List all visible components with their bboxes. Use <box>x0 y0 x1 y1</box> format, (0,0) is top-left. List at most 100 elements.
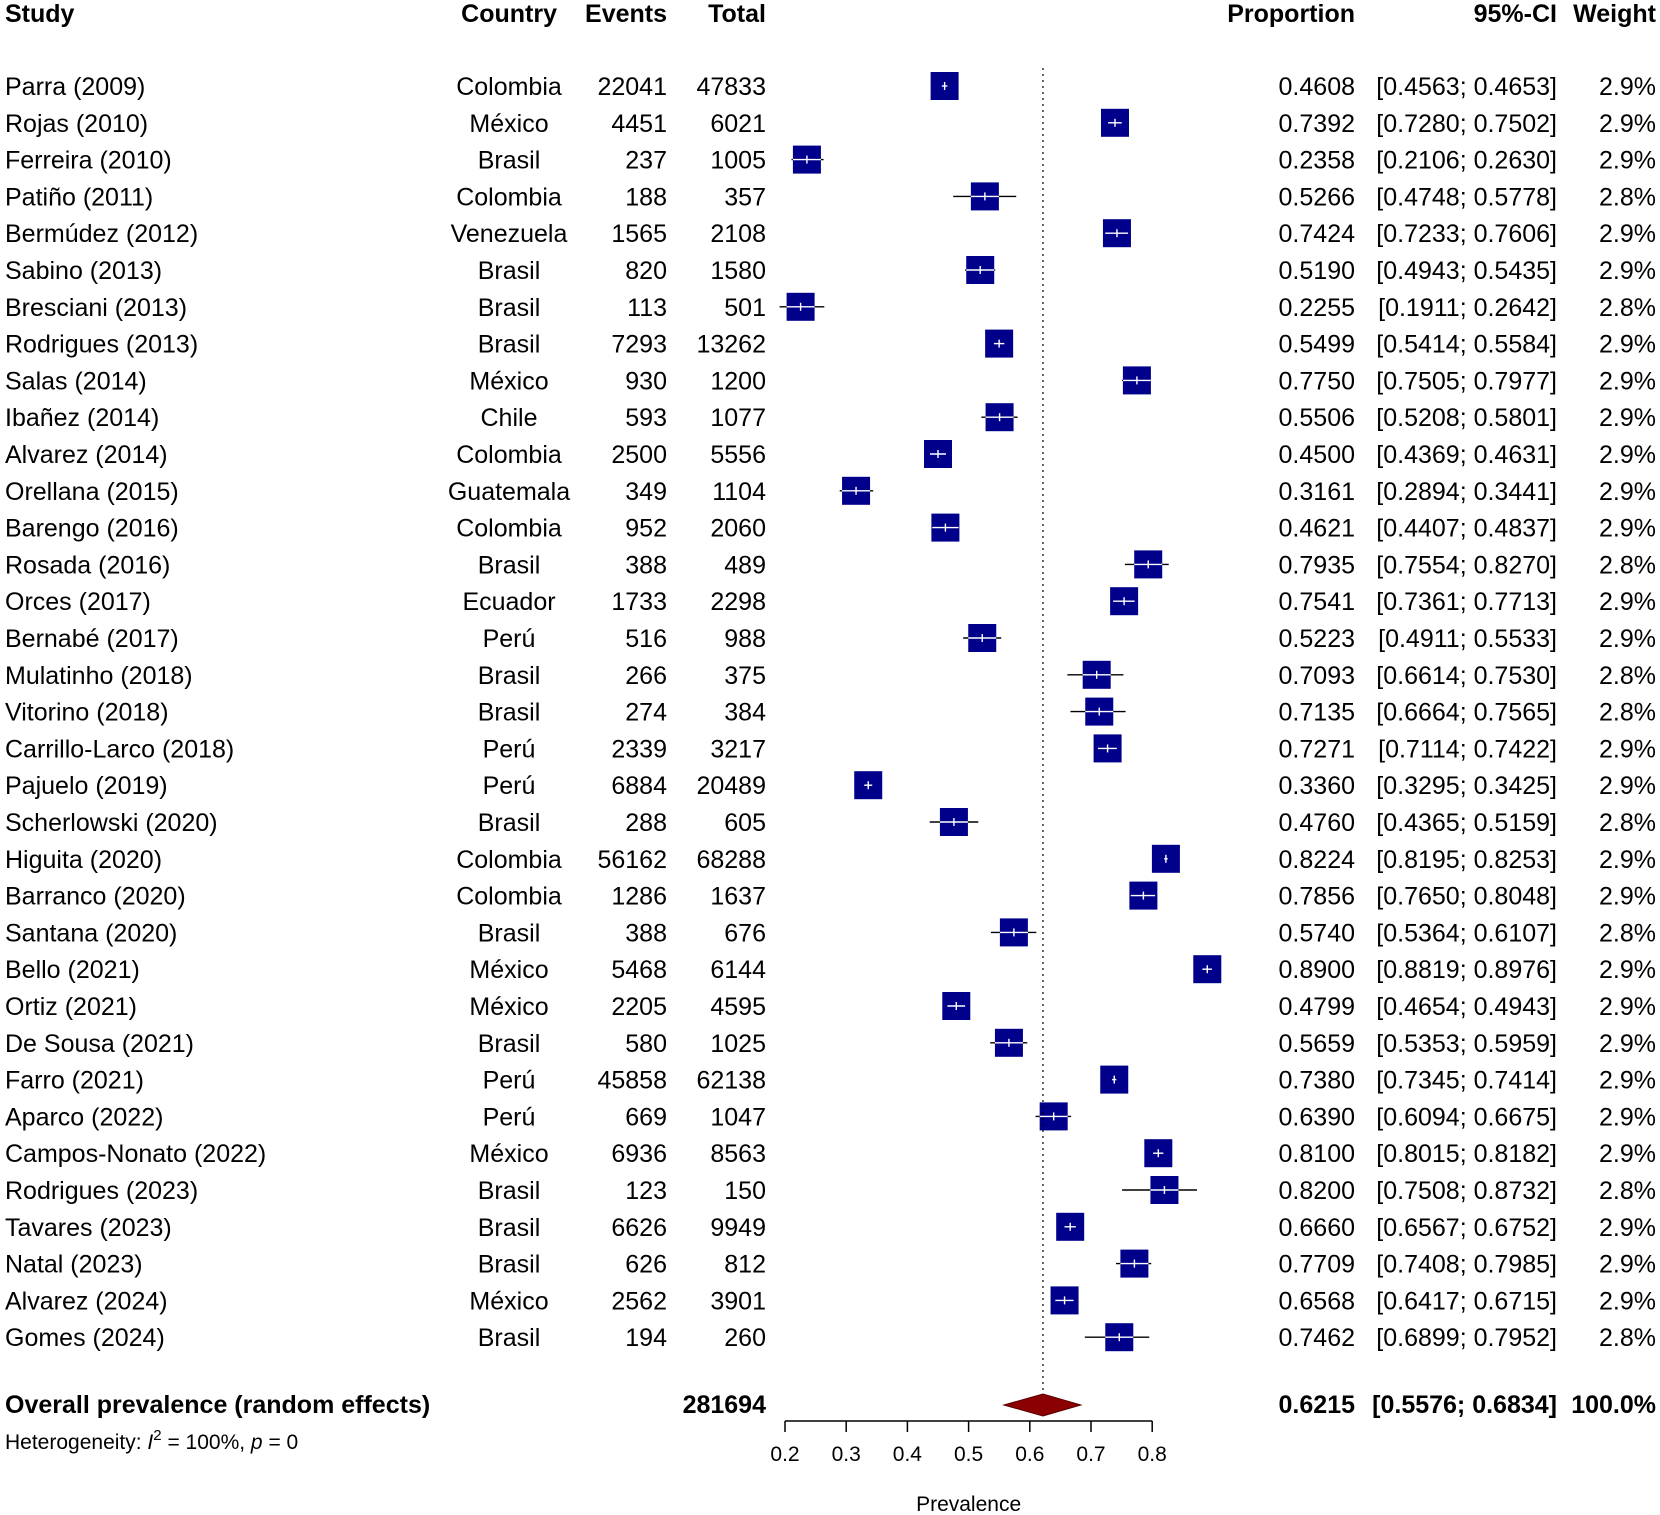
table-row: Campos-Nonato (2022) México 6936 8563 0.8100… <box>5 1140 1656 1168</box>
table-row: Bello (2021) México 5468 6144 0.8900 [0.8819;… <box>5 956 1656 984</box>
cell-study: Orces (2017) <box>5 588 151 616</box>
cell-weight: 2.9% <box>1599 367 1656 395</box>
cell-events: 593 <box>625 404 667 432</box>
study-mark <box>930 72 959 100</box>
cell-total: 1047 <box>710 1103 766 1131</box>
cell-country: Brasil <box>478 331 541 359</box>
cell-events: 349 <box>625 478 667 506</box>
table-row: Patiño (2011) Colombia 188 357 0.5266 [0.4748… <box>5 183 1656 211</box>
study-mark <box>1093 734 1122 763</box>
cell-study: Rodrigues (2023) <box>5 1177 198 1205</box>
cell-proportion: 0.7380 <box>1279 1067 1355 1095</box>
cell-ci: [0.7650; 0.8048] <box>1376 883 1557 911</box>
table-row: Santana (2020) Brasil 388 676 0.5740 [0.5364;… <box>5 919 1656 947</box>
cell-study: Farro (2021) <box>5 1067 144 1095</box>
cell-weight: 2.9% <box>1599 625 1656 653</box>
cell-weight: 2.9% <box>1599 515 1656 543</box>
table-row: Mulatinho (2018) Brasil 266 375 0.7093 [0.661… <box>5 662 1656 690</box>
cell-weight: 2.8% <box>1599 294 1656 322</box>
header-weight: Weight <box>1573 0 1657 28</box>
study-mark <box>1035 1102 1072 1131</box>
header-country: Country <box>461 0 557 28</box>
cell-proportion: 0.8224 <box>1279 846 1356 874</box>
cell-ci: [0.7408; 0.7985] <box>1376 1251 1557 1279</box>
table-row: Scherlowski (2020) Brasil 288 605 0.4760 [0.4… <box>5 809 1656 837</box>
cell-total: 384 <box>724 699 766 727</box>
cell-country: Brasil <box>478 257 541 285</box>
cell-weight: 2.9% <box>1599 956 1656 984</box>
cell-weight: 2.9% <box>1599 220 1656 248</box>
cell-ci: [0.7554; 0.8270] <box>1376 551 1557 579</box>
cell-proportion: 0.7462 <box>1279 1324 1355 1352</box>
cell-country: Ecuador <box>462 588 555 616</box>
column-headers: Study Country Events Total Proportion 95… <box>5 0 1657 28</box>
cell-proportion: 0.5499 <box>1279 331 1355 359</box>
cell-country: Brasil <box>478 551 541 579</box>
table-row: Orces (2017) Ecuador 1733 2298 0.7541 [0.7361… <box>5 588 1656 616</box>
study-mark <box>963 624 1002 652</box>
cell-proportion: 0.4760 <box>1279 809 1355 837</box>
cell-events: 1733 <box>611 588 667 616</box>
cell-total: 68288 <box>696 846 766 874</box>
cell-events: 7293 <box>611 331 667 359</box>
table-row: Gomes (2024) Brasil 194 260 0.7462 [0.6899; 0… <box>5 1324 1656 1352</box>
cell-country: Brasil <box>478 1251 541 1279</box>
cell-study: Rodrigues (2013) <box>5 331 198 359</box>
table-row: Bernabé (2017) Perú 516 988 0.5223 [0.4911; 0… <box>5 625 1656 653</box>
study-mark <box>1100 1065 1129 1094</box>
study-mark <box>953 182 1017 211</box>
overall-proportion: 0.6215 <box>1279 1391 1356 1419</box>
table-row: Rosada (2016) Brasil 388 489 0.7935 [0.7554; … <box>5 551 1656 579</box>
cell-total: 812 <box>724 1251 766 1279</box>
table-row: Ibañez (2014) Chile 593 1077 0.5506 [0.5208; … <box>5 404 1656 432</box>
cell-total: 4595 <box>710 993 766 1021</box>
cell-total: 13262 <box>696 331 766 359</box>
cell-total: 676 <box>724 919 766 947</box>
study-mark <box>981 403 1018 432</box>
table-row: Sabino (2013) Brasil 820 1580 0.5190 [0.4943;… <box>5 257 1656 285</box>
cell-total: 260 <box>724 1324 766 1352</box>
cell-weight: 2.8% <box>1599 919 1656 947</box>
cell-country: Colombia <box>456 515 562 543</box>
cell-proportion: 0.5266 <box>1279 183 1355 211</box>
cell-ci: [0.1911; 0.2642] <box>1378 294 1557 322</box>
study-table: Parra (2009) Colombia 22041 47833 0.4608 [0.4… <box>5 73 1656 1352</box>
study-mark <box>1102 219 1131 248</box>
cell-proportion: 0.5506 <box>1279 404 1355 432</box>
cell-total: 5556 <box>710 441 766 469</box>
x-tick-label: 0.6 <box>1015 1443 1044 1466</box>
cell-study: Bresciani (2013) <box>5 294 187 322</box>
cell-proportion: 0.2255 <box>1279 294 1355 322</box>
cell-country: Colombia <box>456 441 562 469</box>
overall-row: Overall prevalence (random effects) 2816… <box>5 1391 1656 1419</box>
cell-events: 5468 <box>611 956 667 984</box>
cell-ci: [0.4407; 0.4837] <box>1376 515 1557 543</box>
x-tick-label: 0.4 <box>893 1443 923 1466</box>
cell-country: Chile <box>481 404 538 432</box>
cell-events: 2500 <box>611 441 667 469</box>
cell-study: Vitorino (2018) <box>5 699 169 727</box>
cell-total: 1104 <box>712 478 766 506</box>
cell-country: México <box>469 1140 548 1168</box>
cell-weight: 2.9% <box>1599 846 1656 874</box>
cell-proportion: 0.2358 <box>1279 147 1355 175</box>
x-tick-label: 0.8 <box>1138 1443 1167 1466</box>
cell-proportion: 0.3360 <box>1279 772 1355 800</box>
cell-events: 56162 <box>597 846 667 874</box>
cell-ci: [0.2106; 0.2630] <box>1376 147 1557 175</box>
study-mark <box>990 918 1037 947</box>
cell-ci: [0.7280; 0.7502] <box>1376 110 1557 138</box>
cell-study: Alvarez (2024) <box>5 1287 168 1315</box>
cell-events: 952 <box>625 515 667 543</box>
cell-events: 4451 <box>611 110 667 138</box>
cell-country: Brasil <box>478 294 541 322</box>
cell-weight: 2.9% <box>1599 110 1656 138</box>
study-mark <box>924 440 952 468</box>
cell-total: 150 <box>724 1177 766 1205</box>
cell-weight: 2.8% <box>1599 699 1656 727</box>
cell-events: 6936 <box>611 1140 667 1168</box>
cell-ci: [0.4943; 0.5435] <box>1376 257 1557 285</box>
cell-ci: [0.4369; 0.4631] <box>1376 441 1557 469</box>
cell-events: 288 <box>625 809 667 837</box>
cell-events: 113 <box>627 294 667 322</box>
